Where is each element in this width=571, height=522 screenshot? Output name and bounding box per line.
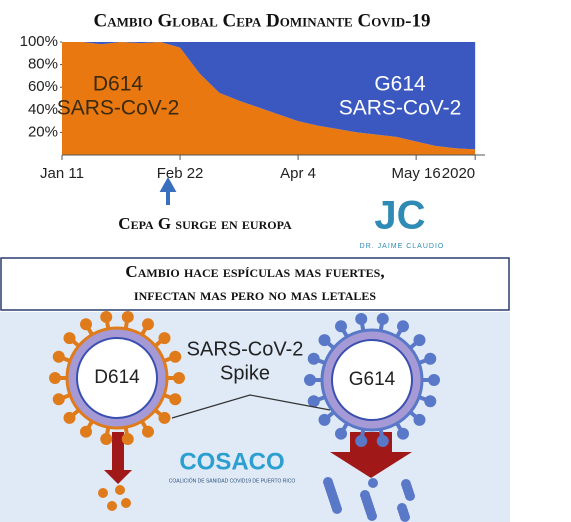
- y-tick-label: 60%: [28, 78, 58, 95]
- virus-label: G614: [349, 369, 396, 390]
- spike-head: [335, 427, 347, 440]
- particle: [121, 498, 131, 508]
- spike-head: [413, 413, 426, 426]
- spike-head: [424, 395, 437, 408]
- spike-head: [142, 425, 154, 438]
- spike-head: [307, 395, 320, 408]
- coalition: COSACO: [179, 448, 284, 475]
- flow-arrow: [330, 432, 412, 478]
- spike-head: [376, 312, 389, 325]
- area: [62, 42, 476, 150]
- spike-head: [355, 435, 368, 448]
- particle: [368, 478, 378, 488]
- particle: [332, 504, 342, 514]
- spike-head: [428, 374, 440, 386]
- logo-name: DR. JAIME CLAUDIO: [360, 243, 445, 250]
- x-tick-label: Jan 11: [40, 165, 84, 182]
- spike-head: [63, 411, 76, 424]
- x-tick-label: Feb 22: [157, 165, 204, 182]
- particle: [405, 491, 415, 501]
- virus-core: [76, 337, 158, 419]
- x-tick-label: 2020: [442, 165, 475, 182]
- particle: [107, 501, 117, 511]
- spike-label: Spike: [220, 362, 270, 384]
- area-label: SARS-CoV-2: [339, 97, 462, 120]
- spike-head: [355, 312, 368, 325]
- y-tick-label: 20%: [28, 123, 58, 140]
- spike-head: [121, 310, 134, 323]
- chart-title: Cambio Global Cepa Dominante Covid-19: [94, 10, 431, 31]
- spike-head: [80, 318, 92, 331]
- virus-core: [331, 339, 413, 421]
- spike-head: [318, 413, 331, 426]
- spike-head: [100, 433, 113, 446]
- area-label: D614: [93, 73, 144, 96]
- particle: [98, 488, 108, 498]
- banner-line: infectan mas pero no mas letales: [134, 285, 376, 304]
- viruses: D614 G614: [49, 310, 440, 522]
- area: [62, 42, 476, 155]
- spike-head: [100, 310, 113, 323]
- x-tick-label: Apr 4: [280, 165, 316, 182]
- spike-head: [80, 425, 92, 438]
- spike-head: [169, 393, 182, 406]
- spike-head: [158, 411, 171, 424]
- x-tick-label: May 16: [392, 165, 441, 182]
- spike-head: [376, 435, 389, 448]
- spike-head: [63, 332, 76, 345]
- area-label: SARS-CoV-2: [57, 97, 180, 120]
- spike-head: [304, 374, 316, 386]
- y-tick-label: 100%: [20, 33, 58, 50]
- spike-head: [173, 372, 185, 384]
- spike-head: [52, 350, 65, 363]
- banner-box: [0, 257, 510, 311]
- spike-head: [142, 318, 154, 331]
- spike-head: [121, 433, 134, 446]
- spike-head: [158, 332, 171, 345]
- arrow: [159, 176, 177, 205]
- spike-head: [335, 320, 347, 333]
- spike-head: [307, 352, 320, 365]
- logo: JC: [374, 194, 425, 238]
- connector: [171, 394, 331, 419]
- particle: [400, 512, 410, 522]
- spike-head: [169, 350, 182, 363]
- spike-head: [424, 352, 437, 365]
- spike-head: [397, 320, 409, 333]
- arrow-note: Cepa G surge en europa: [118, 214, 292, 233]
- y-tick-label: 40%: [28, 101, 58, 118]
- plot: 20% 40% 60% 80% 100% Jan 11 Feb 22 Apr 4 May 16 2…: [20, 33, 485, 182]
- banner-line: Cambio hace espículas mas fuertes,: [125, 262, 384, 281]
- particle: [367, 511, 377, 521]
- y-tick-label: 80%: [28, 56, 58, 73]
- spike-label: SARS-CoV-2: [187, 338, 304, 360]
- area-label: G614: [374, 73, 426, 96]
- particle: [115, 485, 125, 495]
- spike-head: [52, 393, 65, 406]
- flow-arrow: [104, 432, 132, 484]
- virus-label: D614: [94, 367, 140, 388]
- spike-head: [318, 334, 331, 347]
- coalition-full: COALICIÓN DE SANIDAD COVID19 DE PUERTO R…: [169, 477, 296, 484]
- spike-head: [49, 372, 61, 384]
- spike-head: [397, 427, 409, 440]
- spike-head: [413, 334, 426, 347]
